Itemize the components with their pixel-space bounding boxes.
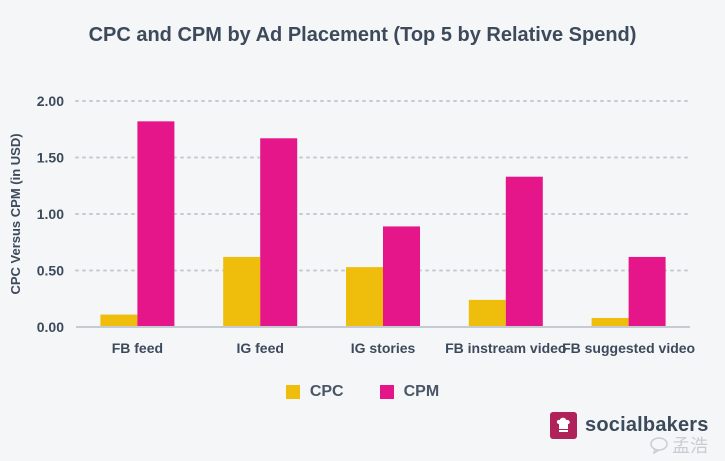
y-tick-label: 0.00 [37,319,64,335]
y-tick-label: 1.50 [37,150,64,166]
legend-swatch-cpc [285,385,300,399]
legend-item-cpc: CPC [285,383,344,401]
watermark-text: 孟浩 [672,436,708,456]
bar-cpc-fb-suggested-video [591,317,629,327]
y-tick-label: 1.00 [37,206,64,222]
brand-name: socialbakers [585,414,709,436]
legend-label-cpc: CPC [309,383,344,400]
x-tick-label: FB instream video [445,340,566,356]
y-axis-label: CPC Versus CPM (in USD) [8,133,23,294]
bar-cpc-ig-feed [223,256,261,327]
bar-cpc-fb-instream-video [468,299,506,327]
bar-cpc-fb-feed [100,314,138,327]
x-tick-label: IG stories [351,340,416,356]
x-tick-label: IG feed [236,340,283,356]
bar-cpm-fb-feed [137,121,175,327]
watermark: 孟浩 [650,432,708,458]
bars [100,121,666,327]
y-tick-label: 0.50 [37,263,64,279]
x-tick-label: FB feed [112,340,163,356]
brand-logo-block: socialbakers [550,412,709,439]
legend-swatch-cpm [379,385,394,399]
y-tick-label: 2.00 [37,93,64,109]
y-tick-labels: 0.00 0.50 1.00 1.50 2.00 [37,93,64,335]
bar-cpm-fb-suggested-video [628,256,666,327]
chat-bubble-icon [650,437,668,454]
bar-cpc-ig-stories [346,267,383,327]
x-tick-labels: FB feed IG feed IG stories FB instream vide… [112,340,695,356]
legend: CPC CPM [0,383,725,401]
chef-hat-icon [550,412,577,439]
bar-cpm-ig-feed [260,138,298,327]
legend-label-cpm: CPM [403,383,440,400]
bar-cpm-ig-stories [383,226,420,327]
legend-item-cpm: CPM [379,383,440,401]
x-tick-label: FB suggested video [562,340,695,356]
chart-title: CPC and CPM by Ad Placement (Top 5 by Re… [88,24,637,46]
bar-cpm-fb-instream-video [505,176,543,327]
